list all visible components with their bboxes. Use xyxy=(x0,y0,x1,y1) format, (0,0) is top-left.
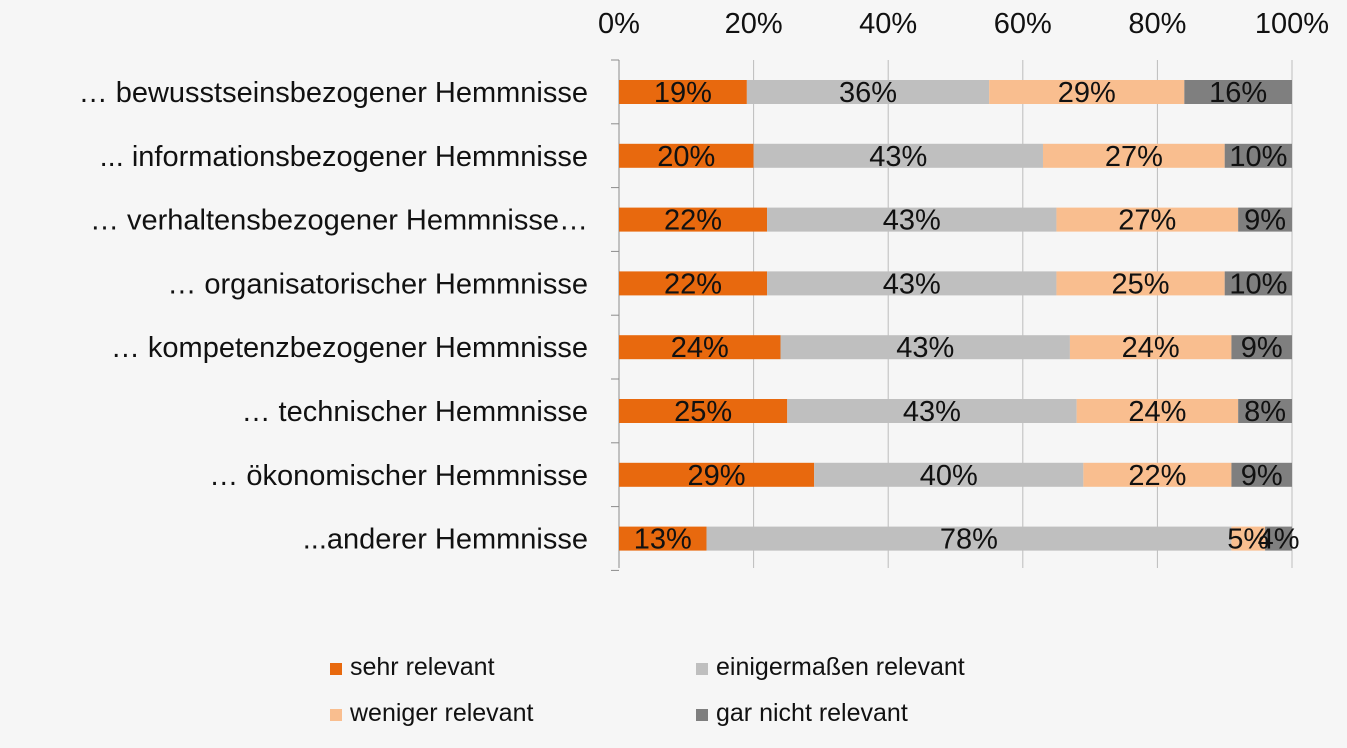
gridlines xyxy=(611,59,1293,571)
data-label: 19% xyxy=(654,77,712,109)
x-tick-label: 100% xyxy=(1255,8,1329,40)
data-label: 40% xyxy=(920,460,978,492)
data-label: 22% xyxy=(664,205,722,237)
bar-segment xyxy=(1231,335,1292,360)
data-label: 78% xyxy=(940,524,998,556)
category-label: … technischer Hemmnisse xyxy=(242,396,589,428)
legend-swatch xyxy=(696,709,708,721)
bar-segment xyxy=(1056,207,1239,232)
legend-label: sehr relevant xyxy=(350,653,495,681)
bar-segment xyxy=(619,335,781,360)
data-label: 25% xyxy=(674,396,732,428)
bar-segment xyxy=(1042,143,1225,168)
x-tick-label: 60% xyxy=(994,8,1052,40)
data-label: 4% xyxy=(1258,524,1300,556)
bar-segment xyxy=(767,271,1057,296)
category-label: … ökonomischer Hemmnisse xyxy=(209,460,588,492)
bar-segment xyxy=(767,207,1057,232)
data-label: 24% xyxy=(671,332,729,364)
legend-swatch xyxy=(696,663,708,675)
bar-segment xyxy=(1083,462,1232,487)
data-label: 36% xyxy=(839,77,897,109)
data-label: 13% xyxy=(634,524,692,556)
bar-segment xyxy=(1224,143,1292,168)
bar-segment xyxy=(619,399,788,423)
bar-segment xyxy=(1238,207,1292,232)
bar-segment xyxy=(1231,526,1266,551)
legend-label: gar nicht relevant xyxy=(716,699,908,727)
data-label: 43% xyxy=(883,205,941,237)
data-label: 43% xyxy=(903,396,961,428)
bar-segment xyxy=(1069,335,1232,360)
category-label: ... informationsbezogener Hemmnisse xyxy=(100,141,588,173)
bar-segment xyxy=(780,335,1070,360)
category-label: … verhaltensbezogener Hemmnisse… xyxy=(90,205,588,237)
bar-segment xyxy=(619,462,815,487)
data-label: 8% xyxy=(1244,396,1286,428)
data-label: 10% xyxy=(1229,268,1287,300)
legend-label: einigermaßen relevant xyxy=(716,653,965,681)
bar-segment xyxy=(746,80,990,104)
bar-segment xyxy=(989,80,1185,104)
x-tick-label: 0% xyxy=(598,8,640,40)
bar-segment xyxy=(787,399,1077,423)
legend: sehr relevant einigermaßen relevant wenige… xyxy=(330,653,965,727)
x-axis-ticks: 0% 20% 40% 60% 80% 100% xyxy=(598,8,1329,40)
data-label: 27% xyxy=(1105,141,1163,173)
bar-segment xyxy=(1231,462,1292,487)
bar-segment xyxy=(1238,399,1292,423)
data-label: 43% xyxy=(883,268,941,300)
data-label: 22% xyxy=(1128,460,1186,492)
legend-swatch xyxy=(330,709,342,721)
bar-segment xyxy=(1265,526,1292,551)
data-label: 9% xyxy=(1241,460,1283,492)
data-label: 5% xyxy=(1227,524,1269,556)
bar-segment xyxy=(1076,399,1239,423)
bar-segment xyxy=(706,526,1232,551)
x-tick-label: 40% xyxy=(859,8,917,40)
bars xyxy=(619,80,1292,551)
bar-segment xyxy=(619,526,707,551)
bar-segment xyxy=(1224,271,1292,296)
data-label: 43% xyxy=(896,332,954,364)
data-label: 9% xyxy=(1244,205,1286,237)
bar-segment xyxy=(1056,271,1225,296)
data-label: 25% xyxy=(1112,268,1170,300)
bar-segment xyxy=(619,80,747,104)
data-label: 16% xyxy=(1209,77,1267,109)
data-label: 9% xyxy=(1241,332,1283,364)
legend-label: weniger relevant xyxy=(349,699,533,727)
bar-segment xyxy=(1184,80,1292,104)
bar-segment xyxy=(619,143,754,168)
category-label: … organisatorischer Hemmnisse xyxy=(167,268,588,300)
category-label: … bewusstseinsbezogener Hemmnisse xyxy=(79,77,588,109)
bar-segment xyxy=(814,462,1084,487)
data-labels: 19% 36% 29% 16% 20% 43% 27% 10% 22% 43% 27% 9% 22% 43… xyxy=(634,77,1300,556)
x-tick-label: 20% xyxy=(725,8,783,40)
data-label: 24% xyxy=(1128,396,1186,428)
data-label: 27% xyxy=(1118,205,1176,237)
data-label: 29% xyxy=(688,460,746,492)
bar-segment xyxy=(619,207,768,232)
data-label: 24% xyxy=(1122,332,1180,364)
data-label: 22% xyxy=(664,268,722,300)
bar-segment xyxy=(619,271,768,296)
category-label: ...anderer Hemmnisse xyxy=(303,524,588,556)
data-label: 20% xyxy=(657,141,715,173)
bar-segment xyxy=(753,143,1043,168)
data-label: 10% xyxy=(1229,141,1287,173)
legend-swatch xyxy=(330,663,342,675)
category-label: … kompetenzbezogener Hemmnisse xyxy=(111,332,588,364)
x-tick-label: 80% xyxy=(1128,8,1186,40)
category-labels: … bewusstseinsbezogener Hemmnisse ... inf… xyxy=(79,77,588,556)
data-label: 43% xyxy=(869,141,927,173)
data-label: 29% xyxy=(1058,77,1116,109)
